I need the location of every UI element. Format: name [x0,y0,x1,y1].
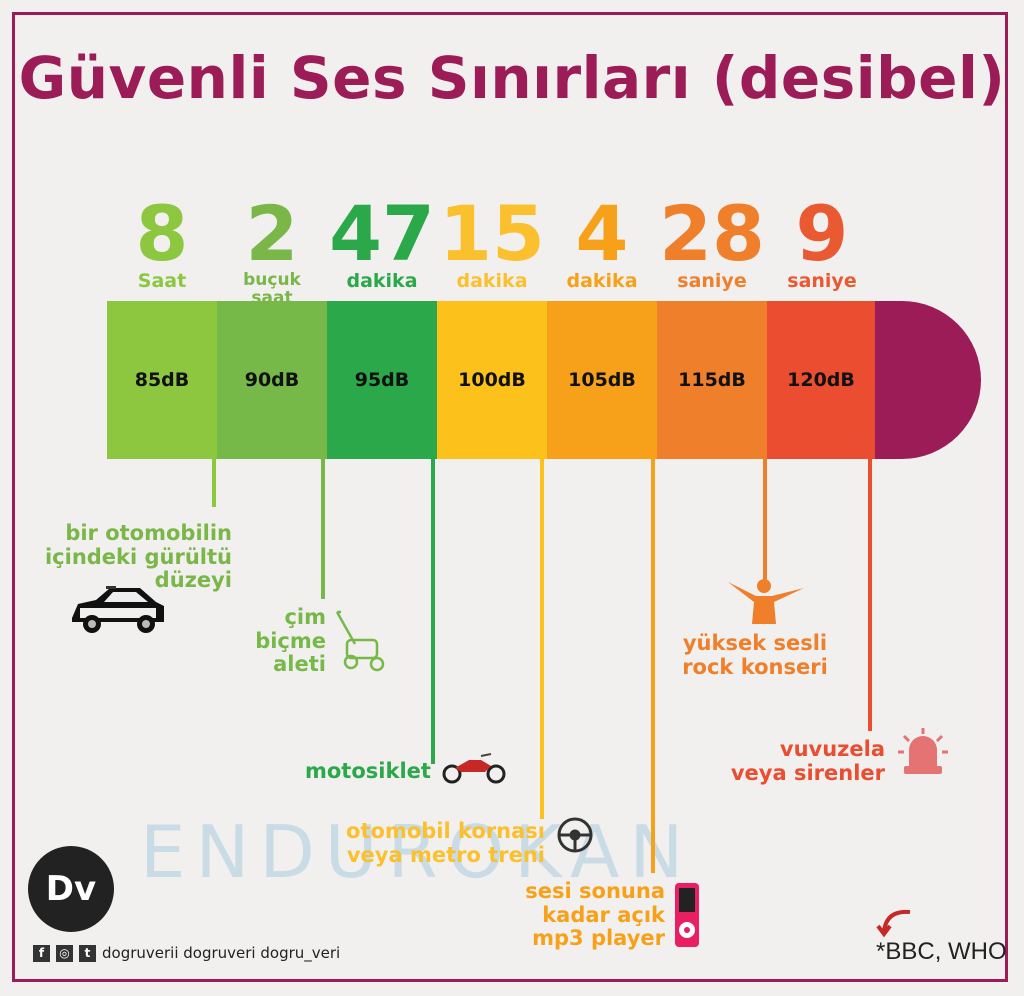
duration-2: 2 buçuk saat [243,189,301,308]
segment-95db: 95dB [327,301,437,459]
twitter-icon[interactable]: t [79,944,96,962]
segment-85db: 85dB [107,301,217,459]
page-title: Güvenli Ses Sınırları (desibel) [18,44,1006,112]
duration-3: 47 dakika [329,189,435,292]
facebook-icon[interactable]: f [33,944,50,962]
duration-7: 9 saniye [787,189,857,292]
curved-arrow-icon [874,906,914,942]
segment-100db: 100dB [437,301,547,459]
segment-120db: 120dB [767,301,875,459]
segment-105db: 105dB [547,301,657,459]
duration-5: 4 dakika [566,189,638,292]
connector-line [540,459,544,819]
concert-person-icon [726,578,806,628]
instagram-icon[interactable]: ◎ [56,944,73,962]
segment-90db: 90dB [217,301,327,459]
connector-line [321,459,325,599]
segment-115db: 115dB [657,301,767,459]
steering-wheel-icon [556,816,594,858]
example-motorcycle-label: motosiklet [305,759,431,783]
mp3-player-icon [674,882,700,952]
example-siren-label: vuvuzela veya sirenler [730,737,885,785]
example-mower-label: çim biçme aleti [255,605,326,677]
example-horn-label: otomobil kornası veya metro treni [346,819,545,867]
connector-line [651,459,655,873]
lawn-mower-icon [333,610,387,676]
border-frame [12,12,1008,982]
connector-line [868,459,872,731]
example-concert-label: yüksek sesli rock konseri [682,631,828,679]
connector-line [431,459,435,764]
example-mp3-label: sesi sonuna kadar açık mp3 player [525,879,665,951]
source-note: *BBC, WHO [876,938,1007,965]
connector-line [763,459,767,584]
car-icon [66,584,168,640]
social-handles: dogruverii dogruveri dogru_veri [102,944,341,962]
duration-4: 15 dakika [439,189,545,292]
duration-6: 28 saniye [659,189,765,292]
siren-icon [896,726,950,782]
motorcycle-icon [441,750,507,788]
watermark-text: ENDUROKAN [140,810,694,894]
example-car-label: bir otomobilin içindeki gürültü düzeyi [44,521,232,593]
dv-logo: Dv [28,846,114,932]
social-links: f ◎ t dogruverii dogruveri dogru_veri [33,944,340,962]
duration-1: 8 Saat [135,189,189,292]
connector-line [212,459,216,507]
